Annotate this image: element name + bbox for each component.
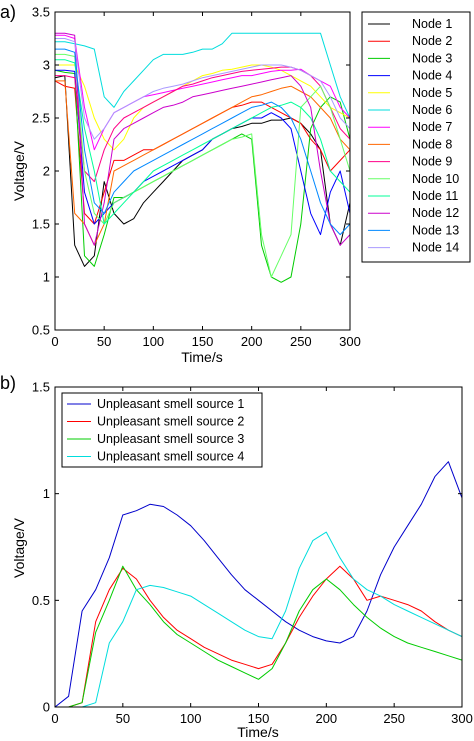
panel-a-legend-label-13: Node 13 — [412, 223, 459, 237]
panel-b-x-tick-label: 50 — [116, 711, 130, 726]
panel-a-y-label: Voltage/V — [11, 140, 27, 201]
panel-a-label: a) — [0, 2, 16, 22]
chart-panel-b: b) 0 50 100 150 200 250 300 0 0.5 1 1.5 Time/s Vo… — [0, 373, 473, 740]
panel-b-y-label: Voltage/V — [11, 517, 27, 578]
panel-a-legend-label-8: Node 8 — [412, 137, 452, 151]
panel-a-y-tick-label: 3 — [43, 58, 50, 73]
panel-b-y-tick-label: 1.5 — [32, 380, 50, 395]
chart-panel-a: a) 0 50 100 150 200 250 300 0.5 1 1.5 2 2.5 3 3.5 Ti… — [0, 2, 471, 365]
panel-a-y-tick-label: 3.5 — [32, 5, 50, 20]
panel-b-y-tick-label: 0.5 — [32, 593, 50, 608]
panel-a-x-label: Time/s — [181, 349, 222, 365]
panel-a-legend-label-1: Node 1 — [412, 17, 452, 31]
panel-a-series-line-6 — [55, 32, 351, 119]
panel-a-series-line-13 — [55, 48, 351, 236]
panel-a-legend-label-6: Node 6 — [412, 103, 452, 117]
panel-b-x-tick-label: 200 — [315, 711, 337, 726]
panel-b-legend: Unpleasant smell source 1 Unpleasant smel… — [61, 392, 263, 468]
panel-b-y-tick-label: 0 — [43, 700, 50, 715]
panel-a-y-tick-label: 2.5 — [32, 111, 50, 126]
panel-a-legend-label-10: Node 10 — [412, 172, 459, 186]
panel-b-series-line-3 — [55, 565, 463, 708]
panel-a-y-tick-label: 2 — [43, 164, 50, 179]
panel-a-legend-label-14: Node 14 — [412, 241, 459, 255]
panel-a-legend-label-4: Node 4 — [412, 69, 452, 83]
panel-a-y-tick-label: 0.5 — [32, 323, 50, 338]
panel-a-legend-label-5: Node 5 — [412, 86, 452, 100]
panel-b-y-axis: 0 0.5 1 1.5 — [32, 380, 462, 715]
panel-a-x-tick-label: 50 — [97, 334, 111, 349]
panel-a-x-tick-label: 0 — [51, 334, 58, 349]
panel-a-series-lines — [54, 32, 351, 283]
panel-a-x-tick-label: 300 — [339, 334, 361, 349]
panel-b-series-line-1 — [54, 461, 463, 708]
panel-a-legend-label-9: Node 9 — [412, 155, 452, 169]
panel-b-label: b) — [0, 373, 16, 393]
panel-a-series-line-11 — [55, 59, 351, 225]
panel-b-x-label: Time/s — [237, 724, 278, 740]
panel-a-x-tick-label: 150 — [192, 334, 214, 349]
panel-a-y-tick-label: 1 — [43, 270, 50, 285]
panel-b-y-tick-label: 1 — [43, 486, 50, 501]
panel-b-legend-label-4: Unpleasant smell source 4 — [97, 450, 244, 464]
panel-b-x-tick-label: 250 — [383, 711, 405, 726]
panel-a-series-line-5 — [55, 64, 351, 151]
panel-a-legend: Node 1 Node 2 Node 3 Node 4 Node 5 Node 6 Node… — [361, 11, 471, 263]
panel-a-legend-box — [361, 11, 471, 263]
panel-b-x-tick-label: 0 — [51, 711, 58, 726]
panel-a-legend-label-3: Node 3 — [412, 51, 452, 65]
panel-b-legend-label-2: Unpleasant smell source 2 — [97, 415, 244, 429]
panel-a-y-tick-label: 1.5 — [32, 217, 50, 232]
panel-a-x-tick-label: 100 — [142, 334, 164, 349]
panel-b-legend-label-1: Unpleasant smell source 1 — [97, 397, 244, 411]
panel-b-legend-label-3: Unpleasant smell source 3 — [97, 432, 244, 446]
panel-a-x-axis: 0 50 100 150 200 250 300 — [51, 12, 361, 349]
panel-b-x-axis: 0 50 100 150 200 250 300 — [51, 387, 473, 726]
panel-a-series-line-12 — [55, 32, 351, 246]
panel-b-x-tick-label: 100 — [180, 711, 202, 726]
panel-b-series-line-4 — [55, 531, 463, 708]
panel-a-x-tick-label: 200 — [241, 334, 263, 349]
panel-a-series-line-14 — [55, 38, 351, 140]
panel-b-series-line-2 — [55, 565, 463, 708]
panel-a-legend-label-11: Node 11 — [412, 189, 458, 203]
panel-a-y-axis: 0.5 1 1.5 2 2.5 3 3.5 — [32, 5, 350, 338]
panel-b-legend-box — [61, 392, 263, 468]
panel-b-series-lines — [54, 461, 463, 708]
panel-a-legend-label-12: Node 12 — [412, 206, 459, 220]
panel-b-x-tick-label: 150 — [248, 711, 270, 726]
panel-a-legend-label-2: Node 2 — [412, 34, 452, 48]
panel-a-x-tick-label: 250 — [290, 334, 312, 349]
panel-b-x-tick-label: 300 — [451, 711, 473, 726]
panel-a-legend-label-7: Node 7 — [412, 120, 452, 134]
